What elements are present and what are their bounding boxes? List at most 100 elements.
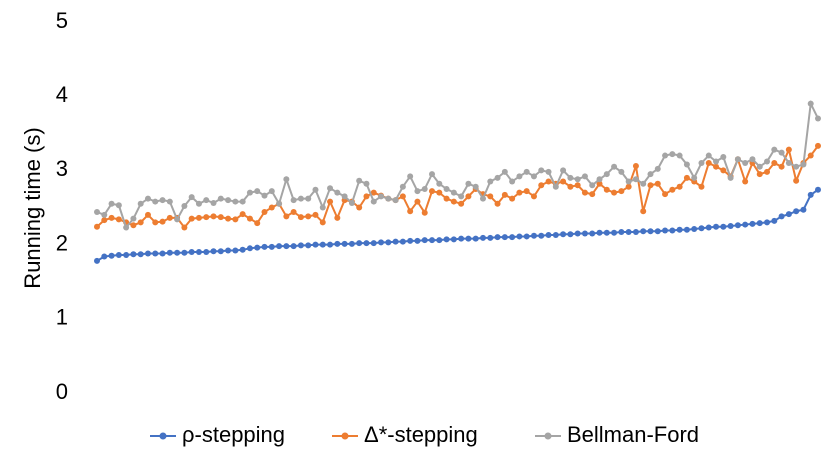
point: [327, 198, 334, 205]
point: [421, 185, 428, 192]
point: [815, 186, 821, 193]
point: [523, 233, 530, 240]
point: [756, 163, 763, 170]
point: [268, 243, 275, 250]
point: [268, 188, 275, 195]
point: [800, 161, 807, 168]
point: [443, 185, 450, 192]
point: [640, 208, 647, 215]
point: [742, 221, 749, 228]
point: [494, 234, 501, 241]
point: [450, 198, 457, 205]
point: [479, 195, 486, 202]
point: [115, 251, 122, 258]
legend-marker: [341, 432, 349, 440]
point: [225, 247, 232, 254]
point: [429, 188, 436, 195]
y-tick-label: 1: [56, 305, 68, 330]
series-line: [96, 100, 819, 230]
point: [254, 220, 261, 227]
point: [334, 214, 341, 221]
point: [414, 237, 421, 244]
point: [363, 193, 370, 200]
point: [385, 195, 392, 202]
point: [297, 195, 304, 202]
point: [392, 238, 399, 245]
point: [509, 234, 516, 241]
point: [538, 182, 545, 189]
point: [225, 197, 232, 204]
point: [552, 231, 559, 238]
point: [778, 213, 785, 220]
point: [785, 211, 792, 218]
point: [603, 186, 610, 193]
point: [152, 250, 159, 257]
point: [538, 232, 545, 239]
point: [662, 227, 669, 234]
point: [458, 193, 465, 200]
point: [144, 195, 151, 202]
legend-label: Bellman-Ford: [567, 422, 699, 447]
point: [705, 159, 712, 166]
point: [297, 242, 304, 249]
point: [174, 216, 181, 223]
point: [654, 228, 661, 235]
y-tick-label: 2: [56, 230, 68, 255]
y-tick-label: 5: [56, 8, 68, 33]
point: [166, 214, 173, 221]
point: [509, 195, 516, 202]
point: [429, 171, 436, 178]
point: [647, 182, 654, 189]
point: [734, 222, 741, 229]
point: [181, 224, 188, 231]
point: [203, 214, 210, 221]
point: [101, 253, 108, 260]
point: [611, 163, 618, 170]
point: [130, 251, 137, 258]
point: [764, 219, 771, 226]
point: [465, 180, 472, 187]
point: [166, 249, 173, 256]
point: [407, 173, 414, 180]
point: [487, 193, 494, 200]
point: [545, 168, 552, 175]
point: [94, 208, 100, 215]
point: [472, 183, 479, 190]
point: [181, 203, 188, 210]
point: [545, 178, 552, 185]
point: [261, 243, 268, 250]
point: [581, 173, 588, 180]
point: [144, 211, 151, 218]
point: [188, 249, 195, 256]
point: [210, 213, 217, 220]
point: [356, 177, 363, 184]
point: [246, 215, 253, 222]
point: [217, 195, 224, 202]
point: [720, 223, 727, 230]
point: [749, 156, 756, 163]
point: [501, 191, 508, 198]
point: [720, 154, 727, 161]
point: [669, 227, 676, 234]
point: [720, 167, 727, 174]
point: [465, 235, 472, 242]
point: [341, 193, 348, 200]
point: [552, 183, 559, 190]
point: [276, 243, 283, 250]
point: [348, 200, 355, 207]
point: [356, 240, 363, 247]
point: [188, 194, 195, 201]
point: [705, 152, 712, 159]
point: [370, 189, 377, 196]
point: [246, 245, 253, 252]
point: [516, 173, 523, 180]
point: [378, 193, 385, 200]
point: [647, 228, 654, 235]
point: [793, 177, 800, 184]
point: [246, 189, 253, 196]
point: [618, 168, 625, 175]
point: [130, 222, 137, 229]
point: [450, 189, 457, 196]
point: [676, 226, 683, 233]
